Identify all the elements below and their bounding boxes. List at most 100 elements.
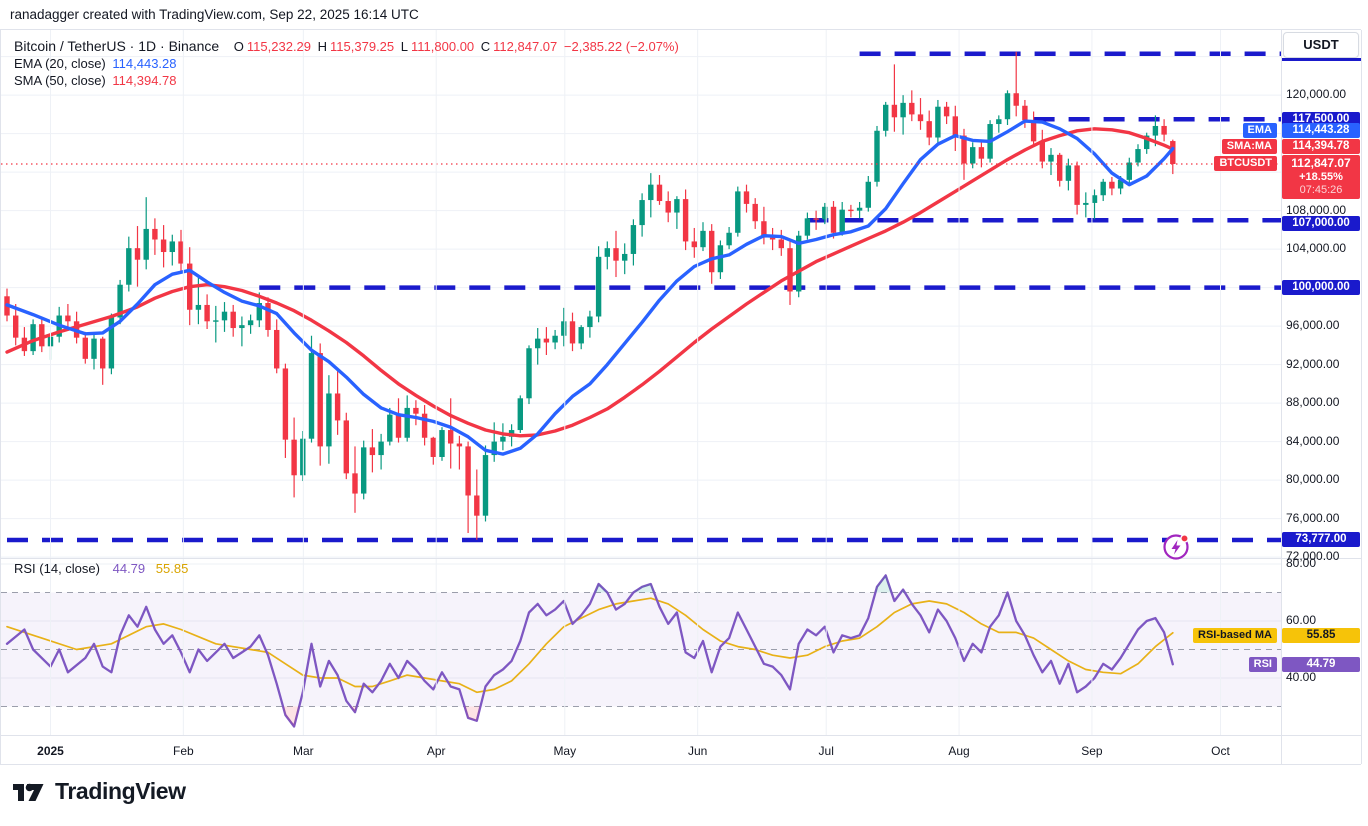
candle — [796, 235, 802, 292]
candle — [1039, 141, 1045, 162]
candle — [343, 420, 349, 474]
candle — [674, 199, 680, 213]
candle — [865, 181, 871, 208]
candle — [891, 104, 898, 118]
candle — [143, 228, 149, 260]
sma-legend: SMA (50, close) 114,394.78 — [14, 73, 180, 88]
candle — [134, 248, 141, 260]
candle — [456, 443, 463, 447]
candle — [970, 147, 976, 164]
rsi-ma-line — [6, 597, 1174, 694]
candle — [421, 413, 428, 438]
lightning-alert-icon[interactable] — [1163, 534, 1189, 560]
candle — [178, 241, 184, 264]
candle — [787, 248, 793, 292]
candle — [735, 191, 741, 233]
candle — [630, 225, 637, 254]
sma50-line — [5, 127, 1175, 438]
candle — [943, 106, 950, 117]
ema20-line — [5, 119, 1175, 456]
candle — [743, 191, 750, 204]
candle — [256, 303, 262, 321]
candle — [926, 121, 932, 138]
candle — [552, 335, 558, 343]
candle — [709, 230, 715, 273]
candle — [1117, 179, 1124, 189]
candle — [39, 324, 45, 347]
sma-value: 114,394.78 — [112, 73, 177, 88]
candle — [474, 495, 480, 516]
candle — [639, 200, 645, 226]
candle — [326, 393, 332, 447]
candle — [1126, 162, 1132, 180]
change-value: −2,385.22 (−2.07%) — [563, 39, 679, 54]
price-pane[interactable] — [1, 51, 1281, 558]
candle — [448, 430, 454, 444]
candle — [387, 414, 393, 442]
low-label: L — [400, 39, 409, 54]
candle — [404, 407, 410, 438]
candle — [595, 256, 602, 317]
candle — [465, 446, 471, 496]
candle — [395, 414, 402, 438]
sma-label: SMA (50, close) — [14, 73, 106, 88]
candle — [839, 209, 845, 233]
candle — [308, 353, 315, 439]
candle — [1057, 154, 1063, 181]
candle — [1091, 195, 1098, 203]
candle — [30, 324, 36, 352]
candle — [247, 320, 254, 326]
page-title: ranadagger created with TradingView.com,… — [10, 7, 419, 22]
candle — [82, 337, 88, 359]
rsi-ma-value: 55.85 — [155, 561, 189, 576]
candle — [804, 218, 811, 236]
tradingview-logo: TradingView — [12, 778, 186, 805]
candle — [91, 338, 97, 359]
candle — [587, 316, 593, 328]
close-label: C — [480, 39, 491, 54]
candle — [1083, 202, 1089, 205]
symbol-title: Bitcoin / TetherUS · 1D · Binance — [14, 38, 220, 54]
rsi-line — [5, 574, 1174, 728]
candle — [1109, 181, 1115, 189]
candle — [682, 199, 689, 242]
candle — [160, 239, 167, 253]
candle — [1013, 93, 1019, 106]
candle — [761, 221, 767, 238]
candle — [778, 239, 784, 249]
candle — [126, 248, 132, 285]
currency-toggle-button[interactable]: USDT — [1283, 32, 1359, 58]
candle — [648, 184, 654, 201]
candle — [230, 311, 236, 329]
candle — [204, 304, 210, 322]
candle — [700, 230, 706, 248]
candle — [665, 201, 671, 213]
candle — [108, 317, 115, 369]
candle — [13, 315, 19, 338]
candle — [100, 338, 106, 369]
candle — [900, 102, 906, 118]
candle — [691, 241, 697, 248]
candle — [117, 284, 123, 318]
candle — [65, 315, 71, 322]
tradingview-logo-text: TradingView — [55, 778, 186, 804]
candle — [1152, 125, 1159, 136]
candle — [813, 218, 819, 220]
rsi-pane[interactable] — [1, 563, 1281, 728]
candle — [569, 321, 576, 344]
candle — [526, 348, 532, 399]
tradingview-logo-icon — [13, 783, 44, 801]
candle — [1144, 135, 1150, 150]
rsi-legend: RSI (14, close) 44.79 55.85 — [14, 561, 191, 576]
candle — [1170, 141, 1176, 164]
candle — [752, 203, 758, 222]
candle — [856, 207, 863, 211]
candle — [883, 104, 889, 131]
candle — [213, 320, 219, 322]
open-value: 115,232.29 — [246, 39, 312, 54]
high-value: 115,379.25 — [330, 39, 395, 54]
candle — [578, 327, 584, 344]
candle — [221, 311, 228, 321]
